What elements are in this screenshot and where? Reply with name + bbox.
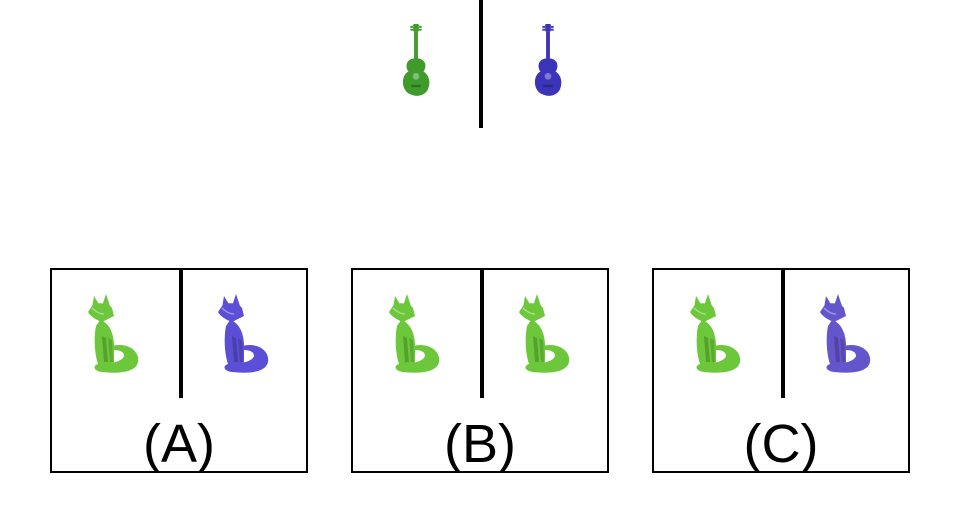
option-a-left-fox xyxy=(84,292,144,378)
option-a-right-fox xyxy=(214,292,274,378)
fox-icon xyxy=(686,292,746,378)
fox-icon xyxy=(816,292,876,378)
option-b[interactable]: (B) xyxy=(351,268,609,474)
guitar-icon xyxy=(528,24,568,100)
question-left-guitar xyxy=(396,24,436,100)
option-b-right-fox xyxy=(515,292,575,378)
fox-icon xyxy=(84,292,144,378)
option-c-label: (C) xyxy=(743,414,819,474)
option-c-divider xyxy=(781,270,785,398)
question-right-guitar xyxy=(528,24,568,100)
option-b-left-fox xyxy=(385,292,445,378)
question-divider xyxy=(479,0,483,128)
fox-icon xyxy=(385,292,445,378)
option-c-left-fox xyxy=(686,292,746,378)
guitar-icon xyxy=(396,24,436,100)
option-b-label: (B) xyxy=(444,414,516,474)
fox-icon xyxy=(214,292,274,378)
option-c-right-fox xyxy=(816,292,876,378)
option-a-divider xyxy=(179,270,183,398)
fox-icon xyxy=(515,292,575,378)
option-a-label: (A) xyxy=(143,414,215,474)
option-c[interactable]: (C) xyxy=(652,268,910,474)
option-a[interactable]: (A) xyxy=(50,268,308,474)
option-b-divider xyxy=(480,270,484,398)
